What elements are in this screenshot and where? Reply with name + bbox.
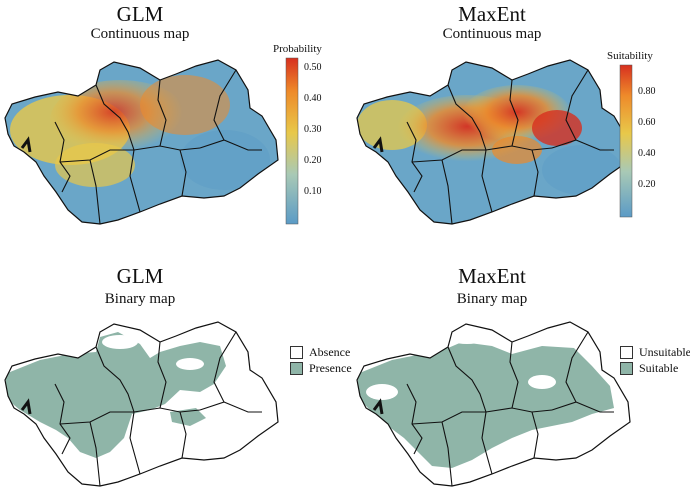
tick-label: 0.20 — [638, 179, 656, 190]
panel-title: GLM — [116, 2, 164, 26]
suitable-swatch — [620, 361, 633, 375]
legend-label: Unsuitable — [639, 344, 690, 359]
maxent-continuous-map — [356, 59, 631, 225]
panel-subtitle: Binary map — [456, 291, 528, 307]
tick-label: 0.20 — [304, 155, 322, 166]
legend-title: Probability — [273, 43, 322, 55]
unsuitable-swatch — [620, 345, 633, 359]
legend-title: Suitability — [607, 50, 653, 62]
glm-binary-panel: GLM Binary map Absence Presence — [0, 262, 352, 492]
tick-label: 0.40 — [304, 93, 322, 104]
maxent-binary-panel: MaxEnt Binary map Unsuitable Suitable — [352, 262, 690, 492]
binary-legend: Unsuitable Suitable — [620, 344, 690, 376]
glm-continuous-panel: GLM Continuous map Probability 0.10 0.20… — [0, 0, 345, 246]
panel-subtitle: Continuous map — [442, 26, 542, 42]
panel-title: MaxEnt — [458, 2, 526, 26]
tick-label: 0.60 — [638, 117, 656, 128]
legend-item-presence: Presence — [290, 360, 352, 376]
legend-label: Suitable — [639, 360, 679, 375]
maxent-binary-map — [356, 321, 631, 487]
presence-swatch — [290, 361, 303, 375]
suitability-color-bar — [619, 64, 633, 218]
tick-label: 0.10 — [304, 186, 322, 197]
tick-label: 0.80 — [638, 86, 656, 97]
tick-label: 0.30 — [304, 124, 322, 135]
binary-legend: Absence Presence — [290, 344, 352, 376]
tick-label: 0.50 — [304, 62, 322, 73]
legend-label: Presence — [309, 360, 352, 375]
legend-label: Absence — [309, 344, 351, 359]
probability-color-bar — [285, 57, 299, 225]
tick-label: 0.40 — [638, 148, 656, 159]
panel-title: MaxEnt — [458, 264, 526, 288]
legend-item-absence: Absence — [290, 344, 352, 360]
panel-subtitle: Continuous map — [90, 26, 190, 42]
panel-subtitle: Binary map — [104, 291, 176, 307]
legend-item-unsuitable: Unsuitable — [620, 344, 690, 360]
maxent-continuous-panel: MaxEnt Continuous map Suitability 0.20 0… — [352, 0, 690, 246]
absence-swatch — [290, 345, 303, 359]
panel-title: GLM — [116, 264, 164, 288]
glm-continuous-map — [4, 59, 279, 225]
glm-binary-map — [4, 321, 279, 487]
legend-item-suitable: Suitable — [620, 360, 690, 376]
